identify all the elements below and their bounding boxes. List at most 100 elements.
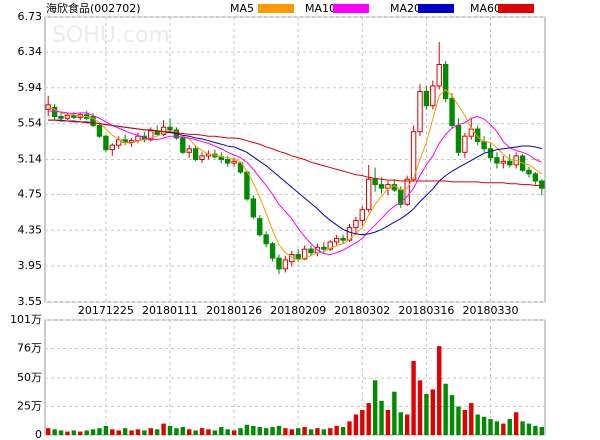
volume-bar xyxy=(135,429,141,435)
volume-bar xyxy=(526,423,532,435)
candle-body xyxy=(231,160,237,164)
volume-bar xyxy=(142,430,147,435)
candle-body xyxy=(116,139,122,146)
volume-bar xyxy=(296,428,301,435)
candle-body xyxy=(474,128,481,143)
candle-body xyxy=(321,246,327,250)
volume-bar xyxy=(430,389,436,435)
y-tick-label: 5.54 xyxy=(18,117,43,130)
volume-bar xyxy=(65,431,70,435)
y-tick-label: 4.75 xyxy=(18,187,43,200)
volume-bar xyxy=(315,428,320,435)
candle-body xyxy=(468,128,474,137)
volume-bar xyxy=(225,429,230,435)
y-tick-label: 5.14 xyxy=(18,153,43,166)
candle-body xyxy=(449,98,455,126)
volume-bar xyxy=(270,427,275,435)
volume-bar xyxy=(456,406,461,435)
volume-bar xyxy=(372,380,378,435)
legend-swatch xyxy=(498,4,534,13)
volume-bar xyxy=(84,430,89,435)
candle-body xyxy=(269,243,276,259)
volume-bar xyxy=(193,430,198,435)
candle-body xyxy=(430,85,436,107)
candle-body xyxy=(276,257,282,270)
y-tick-label: 4.35 xyxy=(18,223,43,236)
candle-body xyxy=(199,155,205,161)
volume-bar xyxy=(231,430,237,435)
volume-bar xyxy=(78,431,83,435)
volume-bar xyxy=(328,428,333,435)
candle-body xyxy=(378,184,385,189)
ma-line xyxy=(48,119,542,186)
candle-body xyxy=(436,64,442,87)
volume-bar xyxy=(507,419,512,435)
volume-frame xyxy=(44,319,546,436)
ma-line xyxy=(48,110,542,256)
y-tick-label: 76万 xyxy=(17,341,42,354)
candle-body xyxy=(366,178,372,211)
volume-bar xyxy=(437,346,442,435)
candle-body xyxy=(526,169,532,175)
x-tick-label: 20180209 xyxy=(270,304,326,317)
y-tick-label: 0 xyxy=(35,428,42,440)
candle-body xyxy=(340,237,346,241)
x-tick-label: 20180126 xyxy=(206,304,262,317)
volume-bar xyxy=(475,414,480,435)
x-tick-label: 20171225 xyxy=(78,304,134,317)
volume-bar xyxy=(289,429,294,435)
legend-label: MA5 xyxy=(230,2,254,15)
volume-bar xyxy=(219,427,224,435)
candle-body xyxy=(301,248,308,260)
volume-bar xyxy=(283,428,288,435)
volume-bar xyxy=(167,425,173,435)
volume-bar xyxy=(238,428,243,435)
candle-body xyxy=(500,160,507,164)
volume-bar xyxy=(385,409,391,435)
volume-bar xyxy=(110,429,115,435)
volume-bar xyxy=(71,430,77,435)
volume-bar xyxy=(481,416,487,435)
volume-bar xyxy=(263,428,269,435)
y-tick-label: 50万 xyxy=(17,371,42,384)
legend-swatch xyxy=(418,4,454,13)
candle-body xyxy=(244,171,250,200)
volume-bar xyxy=(366,403,371,435)
candle-body xyxy=(346,227,353,241)
candle-body xyxy=(90,115,96,126)
volume-bar xyxy=(533,425,538,435)
volume-bar xyxy=(199,428,205,435)
y-tick-label: 3.95 xyxy=(18,259,43,272)
candle-body xyxy=(257,218,263,236)
volume-bar xyxy=(347,421,352,435)
volume-bar xyxy=(58,430,64,435)
candle-body xyxy=(96,124,103,137)
volume-bar xyxy=(257,427,262,435)
candle-body xyxy=(109,144,116,151)
volume-bar xyxy=(174,428,179,435)
y-tick-label: 25万 xyxy=(17,400,42,413)
volume-bar xyxy=(360,409,365,435)
volume-bar xyxy=(103,425,109,435)
volume-bar xyxy=(334,425,339,435)
candle-body xyxy=(167,126,173,131)
volume-bar xyxy=(52,429,57,435)
ma-line xyxy=(48,119,542,236)
volume-bar xyxy=(353,414,359,435)
volume-bar xyxy=(424,394,429,435)
chart-title: 海欣食品(002702) xyxy=(46,1,141,15)
candle-body xyxy=(442,64,449,100)
x-tick-label: 20180111 xyxy=(142,304,198,317)
volume-bar xyxy=(404,414,410,435)
candle-body xyxy=(410,131,417,180)
candle-body xyxy=(487,148,494,159)
candle-body xyxy=(417,90,423,133)
candle-body xyxy=(263,234,269,245)
candle-body xyxy=(404,178,410,205)
candle-body xyxy=(224,159,231,164)
candle-body xyxy=(539,180,545,189)
candle-body xyxy=(532,173,539,182)
volume-bar xyxy=(302,427,307,435)
volume-bar xyxy=(443,383,448,435)
